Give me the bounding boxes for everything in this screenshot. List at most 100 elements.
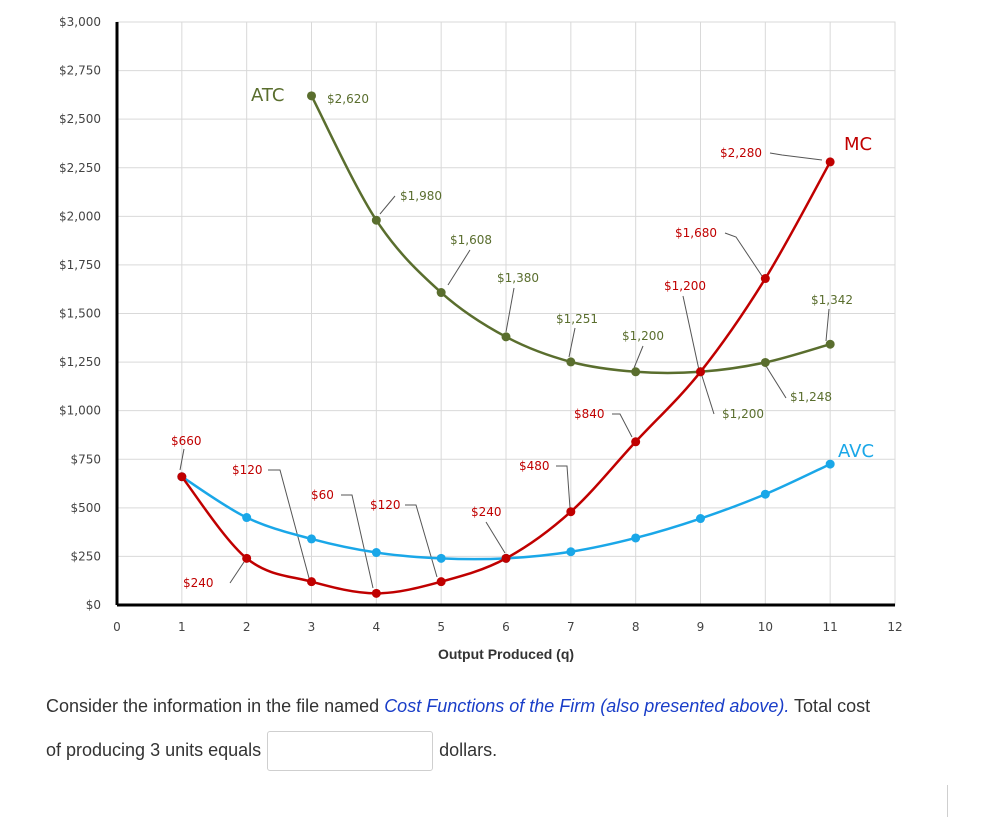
mc-curve: [180, 161, 832, 595]
atc-point: [566, 357, 576, 367]
avc-point: [566, 547, 576, 557]
y-tick-label: $2,250: [59, 161, 101, 175]
x-tick-label: 4: [373, 620, 381, 634]
mc-point: [566, 507, 576, 517]
avc-point: [242, 513, 252, 523]
annotation-leader-line: [341, 494, 374, 589]
y-tick-label: $250: [70, 549, 101, 563]
atc-point: [631, 367, 641, 377]
annotation-leader-line: [769, 152, 823, 161]
x-tick-label: 10: [758, 620, 773, 634]
atc-point: [501, 332, 511, 342]
y-tick-label: $1,500: [59, 307, 101, 321]
x-tick-label: 12: [887, 620, 902, 634]
annotation-leader-line: [724, 232, 763, 277]
x-tick-label: 9: [697, 620, 705, 634]
annotation-leader-line: [229, 561, 245, 584]
atc-point: [307, 91, 316, 101]
annotation-leader-line: [612, 413, 633, 438]
data-label: $240: [471, 505, 502, 519]
atc-point: [760, 357, 770, 367]
annotation-leader-line: [485, 521, 506, 554]
mc-point: [307, 577, 316, 587]
annotation-leader-line: [765, 365, 787, 399]
annotation-leader-line: [556, 465, 571, 509]
atc-point: [371, 215, 381, 225]
data-label: $1,251: [556, 312, 598, 326]
y-tick-label: $1,250: [59, 355, 101, 369]
avc-point: [371, 548, 381, 558]
data-label: $1,380: [497, 271, 539, 285]
atc-point: [825, 339, 835, 349]
x-tick-label: 6: [502, 620, 510, 634]
data-label: $1,680: [675, 226, 717, 240]
series-labels: ATC MC AVC: [251, 85, 874, 462]
annotation-leader-line: [405, 504, 438, 578]
avc-point: [436, 553, 446, 563]
right-border-line: [947, 785, 948, 817]
x-axis-label: Output Produced (q): [438, 646, 574, 662]
data-label: $1,248: [790, 390, 832, 404]
y-tick-label: $750: [70, 452, 101, 466]
avc-point: [307, 534, 316, 544]
avc-series-label: AVC: [838, 441, 874, 462]
annotation-leader-line: [682, 295, 700, 371]
y-tick-label: $500: [70, 501, 101, 515]
x-tick-label: 5: [437, 620, 445, 634]
mc-point: [436, 577, 446, 587]
mc-point: [242, 553, 252, 563]
y-tick-label: $1,000: [59, 404, 101, 418]
data-label: $1,200: [722, 407, 764, 421]
mc-point: [760, 274, 770, 284]
x-tick-label: 3: [308, 620, 316, 634]
annotation-leader-line: [447, 249, 471, 286]
avc-point: [631, 533, 641, 543]
annotation-leader-line: [701, 375, 715, 415]
question-block: Consider the information in the file nam…: [46, 684, 946, 772]
y-axis-ticks: $0 $250 $500 $750 $1,000 $1,250 $1,500 $1,750 $2…: [59, 15, 101, 612]
annotation-leader-line: [505, 287, 515, 333]
avc-point: [760, 489, 770, 499]
data-label: $840: [574, 407, 605, 421]
y-tick-label: $2,000: [59, 209, 101, 223]
series-layer: [177, 91, 835, 598]
annotation-leader-line: [633, 345, 644, 369]
x-tick-label: 2: [243, 620, 251, 634]
mc-point: [825, 157, 835, 167]
data-label: $240: [183, 576, 214, 590]
y-tick-label: $1,750: [59, 258, 101, 272]
data-label: $1,980: [400, 189, 442, 203]
x-axis-ticks: 0 1 2 3 4 5 6 7 8 9 10 11 12: [113, 620, 902, 634]
data-label: $60: [311, 488, 334, 502]
data-label: $1,342: [811, 293, 853, 307]
total-cost-input[interactable]: [267, 731, 434, 772]
annotation-leader-line: [825, 308, 830, 342]
file-link[interactable]: Cost Functions of the Firm (also present…: [384, 696, 790, 716]
atc-point: [436, 288, 446, 298]
avc-point: [825, 459, 835, 469]
data-label: $480: [519, 459, 550, 473]
annotation-leader-line: [268, 469, 310, 579]
y-tick-label: $2,500: [59, 112, 101, 126]
annotation-leader-line: [568, 327, 576, 358]
data-label: $120: [232, 463, 263, 477]
data-label: $1,608: [450, 233, 492, 247]
atc-series-label: ATC: [251, 85, 284, 106]
data-label: $120: [370, 498, 401, 512]
mc-point: [696, 367, 705, 377]
question-text-after: dollars.: [439, 740, 498, 760]
annotation-leader-line: [379, 195, 396, 215]
mc-point: [177, 472, 187, 482]
question-text-continued: of producing 3 units equals: [46, 740, 262, 760]
annotation-leader-line: [179, 448, 185, 471]
x-tick-label: 7: [567, 620, 575, 634]
data-label: $2,620: [327, 92, 369, 106]
mc-point: [371, 588, 381, 598]
y-tick-label: $3,000: [59, 15, 101, 29]
mc-point: [631, 437, 641, 447]
annotation-labels: $2,620 $1,980 $1,608 $1,380 $1,251 $1,200 $1,2…: [171, 92, 853, 590]
mc-point: [501, 553, 511, 563]
data-label: $1,200: [622, 329, 664, 343]
x-tick-label: 1: [178, 620, 186, 634]
question-text-middle: Total cost: [789, 696, 871, 716]
